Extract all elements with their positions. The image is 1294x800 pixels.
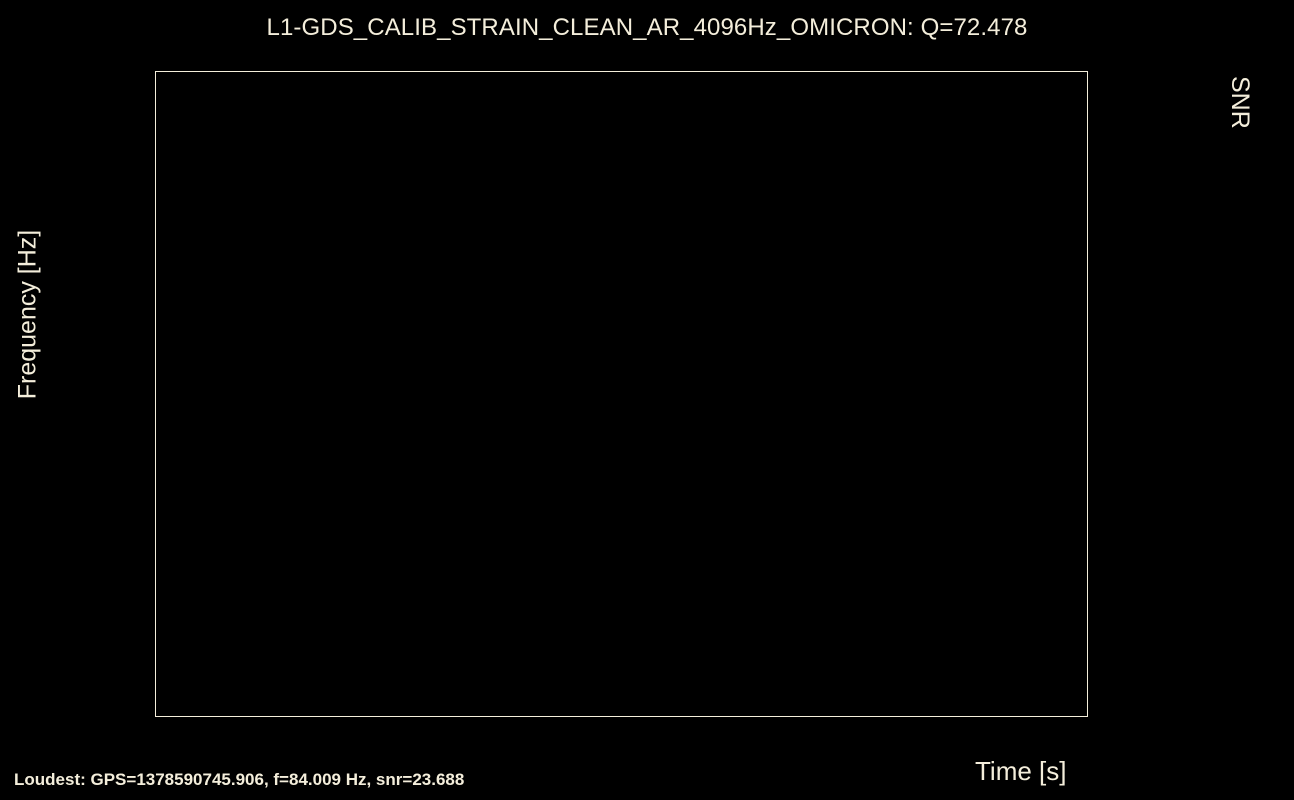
- x-axis-line: [155, 716, 1088, 717]
- colorbar: [1098, 72, 1155, 716]
- loudest-event-annotation: Loudest: GPS=1378590745.906, f=84.009 Hz…: [14, 770, 465, 789]
- spectrogram-plot-area: [156, 72, 1087, 716]
- x-axis-line-top: [155, 71, 1088, 72]
- figure-title: L1-GDS_CALIB_STRAIN_CLEAN_AR_4096Hz_OMIC…: [266, 14, 1028, 41]
- y-axis-line-right: [1087, 72, 1088, 717]
- y-axis-line: [155, 72, 156, 717]
- colorbar-title-text: SNR: [1226, 76, 1254, 129]
- y-axis-title: Frequency [Hz]: [13, 229, 42, 400]
- x-axis-title: Time [s]: [975, 756, 1067, 786]
